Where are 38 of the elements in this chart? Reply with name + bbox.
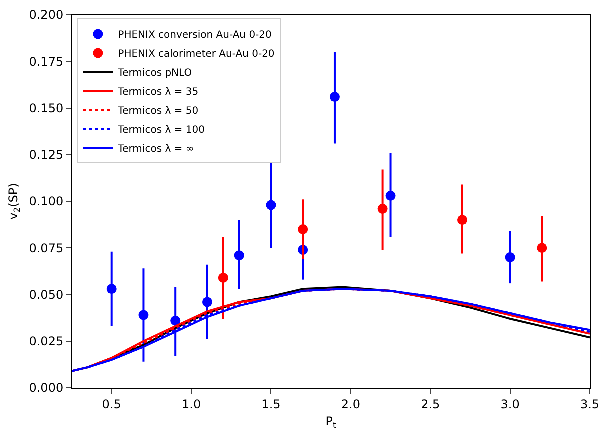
legend-label: Termicos pNLO — [117, 68, 192, 80]
point — [266, 200, 276, 210]
point — [457, 215, 468, 226]
point — [505, 252, 516, 262]
point — [298, 224, 308, 234]
x-tick-label: 0.5 — [102, 397, 122, 412]
y-tick-label: 0.175 — [29, 54, 64, 69]
point — [386, 190, 396, 201]
x-axis-title: P$_{t}$ — [326, 414, 337, 430]
point — [234, 250, 244, 261]
legend-label: Termicos λ = 50 — [117, 106, 199, 118]
y-tick-label: 0.150 — [29, 101, 64, 116]
point — [170, 316, 181, 326]
x-tick-label: 2.0 — [341, 397, 360, 412]
x-tick-label: 2.5 — [421, 397, 440, 412]
y-tick-label: 0.000 — [29, 381, 64, 396]
legend-label: Termicos λ = 100 — [117, 125, 205, 136]
x-tick-label: 1.0 — [182, 397, 202, 412]
point — [218, 272, 228, 283]
y-tick-label: 0.075 — [29, 241, 64, 256]
legend-label: PHENIX conversion Au-Au 0-20 — [118, 30, 272, 42]
y-tick-label: 0.050 — [29, 288, 64, 302]
legend-label: PHENIX calorimeter Au-Au 0-20 — [118, 49, 275, 60]
x-tick-label: 3.0 — [500, 397, 520, 412]
y-tick-label: 0.125 — [29, 148, 64, 162]
point — [202, 297, 212, 308]
y-tick-label: 0.025 — [29, 334, 64, 349]
x-tick-label: 1.5 — [262, 397, 281, 412]
point — [378, 204, 388, 214]
legend-label: Termicos λ = 35 — [117, 87, 199, 98]
y-tick-label: 0.200 — [29, 8, 64, 22]
point — [330, 92, 340, 102]
point — [106, 284, 117, 294]
x-tick-label: 3.5 — [580, 397, 600, 412]
point — [138, 310, 149, 320]
y-tick-label: 0.100 — [29, 194, 64, 209]
legend-label: Termicos λ = ∞ — [117, 144, 194, 156]
point — [537, 243, 548, 254]
